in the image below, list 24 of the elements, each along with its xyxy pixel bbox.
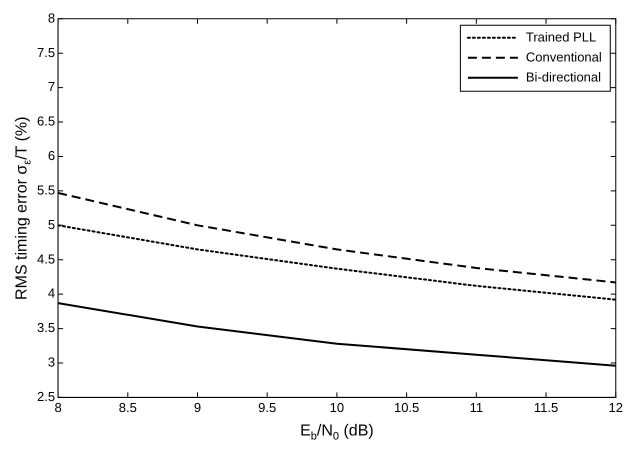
- y-tick-label: 7: [48, 79, 56, 94]
- legend-label: Trained PLL: [526, 29, 596, 44]
- x-tick-label: 10: [330, 400, 344, 415]
- x-tick-label: 11: [470, 400, 484, 415]
- x-tick-label: 12: [608, 400, 624, 415]
- y-tick-label: 4.5: [36, 251, 56, 266]
- y-tick-label: 3.5: [36, 320, 56, 336]
- y-tick-label: 7.5: [36, 44, 56, 60]
- y-tick-label: 6.5: [36, 114, 56, 129]
- legend-label: Bi-directional: [526, 69, 602, 84]
- x-tick-label: 9.5: [258, 400, 276, 415]
- x-tick-label: 11.5: [534, 400, 558, 415]
- y-tick-label: 4: [48, 286, 56, 301]
- x-tick-label: 10.5: [394, 400, 420, 415]
- x-tick-label: 8.5: [118, 400, 137, 415]
- y-tick-label: 3: [48, 354, 56, 370]
- y-tick-label: 5.5: [36, 182, 56, 198]
- y-tick-label: 5: [48, 216, 56, 232]
- y-tick-label: 2.5: [36, 388, 56, 404]
- y-axis-title: RMS timing error σε/T (%): [13, 116, 34, 300]
- x-tick-label: 9: [194, 400, 202, 415]
- y-tick-label: 6: [48, 148, 56, 164]
- legend-label: Conventional: [526, 49, 602, 64]
- y-tick-label: 8: [48, 10, 56, 26]
